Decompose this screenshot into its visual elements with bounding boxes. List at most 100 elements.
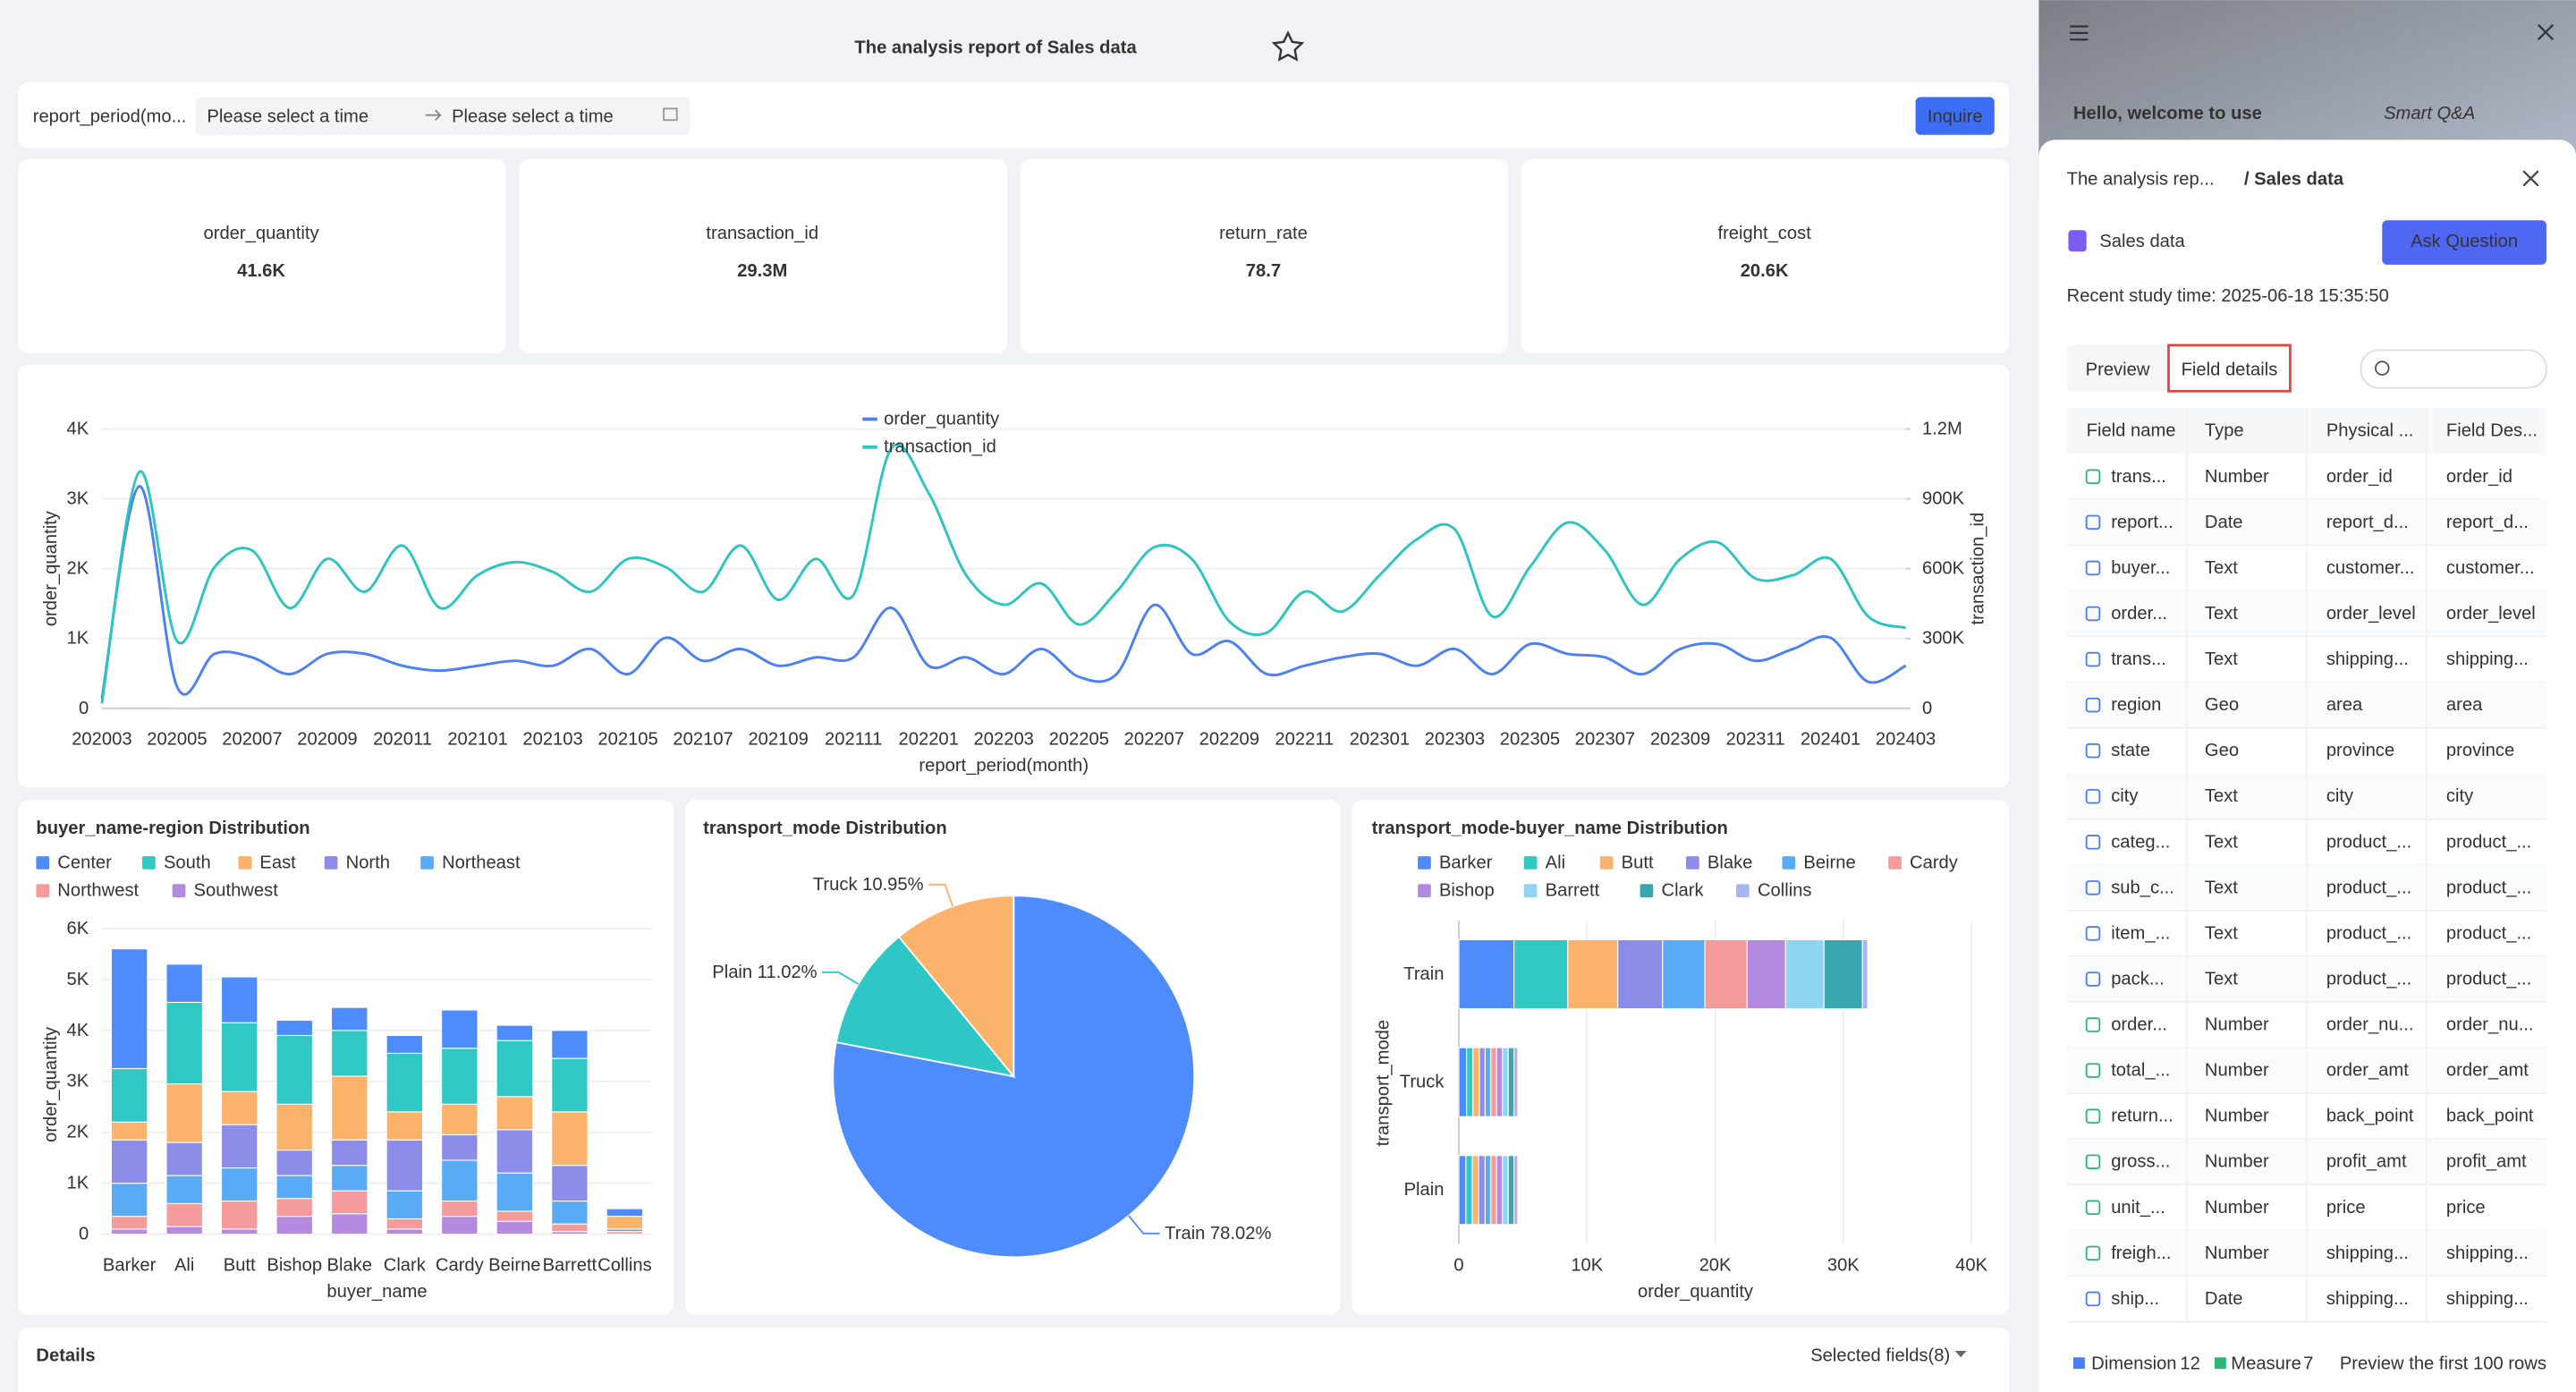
legend-label: Blake [1707,853,1752,872]
table-cell: shipping... [2326,1289,2409,1309]
bar-segment [1484,1155,1492,1226]
table-cell: ship... [2111,1289,2159,1309]
bar-segment [275,1198,313,1218]
table-cell: Number [2205,1061,2269,1081]
table-cell: order_level [2446,604,2536,624]
inquire-button[interactable] [1915,97,1995,135]
table-cell: price [2446,1198,2486,1218]
legend-swatch [36,856,50,870]
chart-title: buyer_name-region Distribution [36,819,309,838]
bar-segment [441,1216,479,1235]
x-tick-label: 202403 [1876,730,1936,750]
breadcrumb: The analysis rep... [2067,169,2215,189]
table-cell: Text [2205,604,2238,624]
legend-swatch [324,856,338,870]
y-tick-label: Plain [1404,1180,1445,1200]
table-cell: profit_amt [2326,1152,2407,1172]
x-tick-label: Collins [597,1255,652,1275]
table-cell: area [2326,695,2363,715]
x-tick-label: 202107 [673,730,733,750]
bar-segment [1617,938,1664,1010]
tab-active[interactable]: Field details [2182,360,2278,379]
bar-segment [1458,938,1515,1010]
bar-segment [551,1200,589,1225]
legend-swatch [172,884,186,897]
bar-segment [165,1202,203,1227]
table-cell: product_... [2326,969,2411,989]
bar-segment [110,1121,148,1141]
bar-segment [220,1091,258,1125]
table-cell: back_point [2326,1107,2414,1126]
bar-segment [386,1139,424,1192]
type-icon [2085,1245,2101,1261]
favorite-star[interactable] [1271,30,1305,62]
close-icon[interactable] [2537,23,2555,41]
dimension-count: 12 [2180,1354,2199,1374]
table-cell: customer... [2326,558,2415,578]
table-cell: Text [2205,878,2238,897]
x-tick-label: Cardy [436,1255,485,1275]
start-placeholder: Please select a time [207,107,369,127]
leader-line [928,883,953,907]
bar-segment [1513,938,1569,1010]
bar-segment [1484,1047,1492,1117]
leader-line [822,971,860,985]
brand: Smart Q&A [2384,104,2475,123]
range-arrow [425,109,442,121]
x-tick-label: Barker [103,1255,157,1275]
kpi-value: 29.3M [737,261,787,281]
selected-fields[interactable]: Selected fields(8) [1810,1345,1950,1365]
menu-icon[interactable] [2070,25,2089,41]
measure-swatch [2214,1357,2226,1370]
table-cell: order_nu... [2326,1015,2414,1035]
type-icon [2085,651,2101,667]
table-cell: city [2111,786,2139,806]
table-cell: Date [2205,513,2243,532]
legend-swatch [1418,856,1431,870]
kpi-label: freight_cost [1717,224,1811,243]
type-icon [2085,926,2101,941]
x-tick-label: 202207 [1124,730,1184,750]
y-tick-label: 2K [66,1123,89,1142]
table-cell: unit_... [2111,1198,2165,1218]
search-box[interactable] [2360,349,2547,389]
table-cell: total_... [2111,1061,2170,1081]
bar-segment [606,1216,644,1230]
x-tick-label: 202109 [748,730,808,750]
y-tick-label: 0 [79,699,89,718]
table-cell: Text [2205,558,2238,578]
y-tick-label: 6K [66,919,89,938]
chart-card [18,364,2010,787]
bar-segment [331,1006,369,1031]
x-tick-label: 202011 [373,730,432,750]
date-range-input[interactable] [195,97,691,135]
bar-segment [441,1103,479,1136]
type-icon [2085,880,2101,895]
legend-swatch [1686,856,1699,870]
bar-segment [110,1228,148,1235]
panel-close[interactable] [2522,170,2539,187]
bar-segment [441,1009,479,1049]
bar-segment [386,1034,424,1054]
tab[interactable]: Preview [2086,360,2150,379]
x-tick-label: 202209 [1199,730,1259,750]
y-tick-label: 3K [66,489,89,509]
bar-segment [331,1190,369,1215]
x-tick-label: Bishop [267,1255,322,1275]
chart-title: transport_mode Distribution [703,819,947,838]
bar-segment [1472,1047,1480,1117]
end-placeholder: Please select a time [452,107,614,127]
legend-label: South [164,853,211,872]
y-tick-label: 0 [79,1225,89,1244]
bar-segment [1823,938,1863,1010]
details-card [18,1328,2010,1392]
x-tick-label: 202103 [522,730,582,750]
slice-value: 10.95% [862,875,924,895]
dimension-label: Dimension [2091,1354,2176,1374]
x-tick-label: 202305 [1500,730,1560,750]
type-icon [2085,560,2101,576]
bar-segment [165,1001,203,1085]
column-header: Field name [2087,420,2176,440]
ask-button[interactable] [2382,220,2546,265]
